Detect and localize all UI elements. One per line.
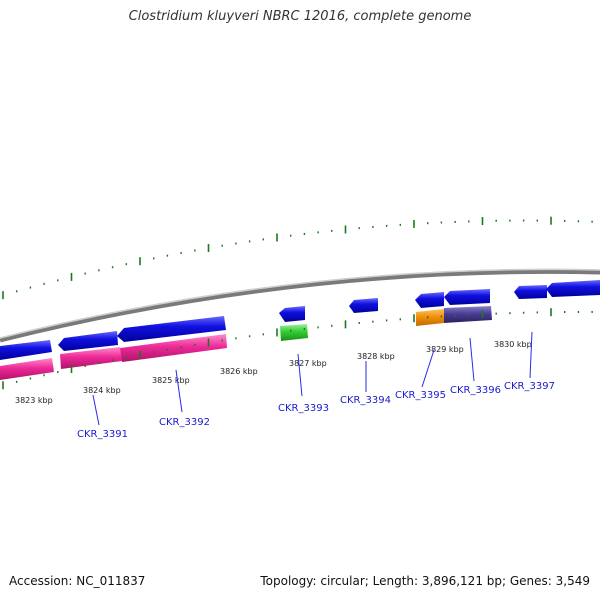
gene-label-leaders — [92, 331, 533, 426]
scale-tick-label: 3827 kbp — [289, 359, 327, 368]
genome-backbone — [0, 268, 600, 343]
leader-line — [92, 394, 100, 426]
gene-labels: CKR_3391 CKR_3392 CKR_3393 CKR_3394 CKR_… — [77, 381, 555, 440]
trna-feature — [280, 324, 308, 341]
leader-line — [297, 353, 303, 397]
map-title: Clostridium kluyveri NBRC 12016, complet… — [128, 9, 472, 24]
cds-feature — [117, 316, 226, 342]
rrna-feature — [60, 347, 122, 369]
scale-labels: 3823 kbp 3824 kbp 3825 kbp 3826 kbp 3827… — [15, 340, 532, 405]
gene-label[interactable]: CKR_3397 — [504, 381, 555, 392]
cds-feature — [514, 285, 547, 299]
scale-tick-label: 3829 kbp — [426, 345, 464, 354]
leader-line — [421, 349, 435, 388]
gene-label[interactable]: CKR_3394 — [340, 395, 391, 406]
scale-tick-label: 3830 kbp — [494, 340, 532, 349]
inner-tick-ring — [2, 308, 593, 390]
scale-tick-label: 3825 kbp — [152, 376, 190, 385]
repeat-region-feature — [444, 306, 492, 323]
cds-feature — [415, 292, 444, 308]
leader-line — [529, 331, 533, 379]
accession-text: Accession: NC_011837 — [9, 574, 146, 588]
cds-feature — [444, 289, 490, 305]
cds-feature — [349, 298, 378, 313]
cds-feature — [279, 306, 305, 322]
forward-strand-features — [0, 280, 600, 360]
genome-summary-text: Topology: circular; Length: 3,896,121 bp… — [260, 574, 590, 588]
outer-tick-ring — [2, 216, 593, 300]
rna-features — [0, 306, 492, 380]
cds-feature — [0, 340, 52, 360]
scale-tick-label: 3826 kbp — [220, 367, 258, 376]
gene-label[interactable]: CKR_3396 — [450, 385, 501, 396]
leader-line — [175, 369, 183, 413]
gene-label[interactable]: CKR_3392 — [159, 417, 210, 428]
scale-tick-label: 3823 kbp — [15, 396, 53, 405]
cds-feature — [58, 331, 118, 351]
scale-tick-label: 3828 kbp — [357, 352, 395, 361]
rrna-feature — [120, 334, 227, 362]
rrna-feature — [0, 358, 54, 380]
cds-feature — [546, 280, 600, 297]
gene-label[interactable]: CKR_3395 — [395, 390, 446, 401]
leader-line — [469, 337, 475, 382]
scale-tick-label: 3824 kbp — [83, 386, 121, 395]
gene-label[interactable]: CKR_3393 — [278, 403, 329, 414]
gene-label[interactable]: CKR_3391 — [77, 429, 128, 440]
misc-feature — [416, 309, 444, 326]
genome-backbone-highlight — [0, 268, 600, 339]
